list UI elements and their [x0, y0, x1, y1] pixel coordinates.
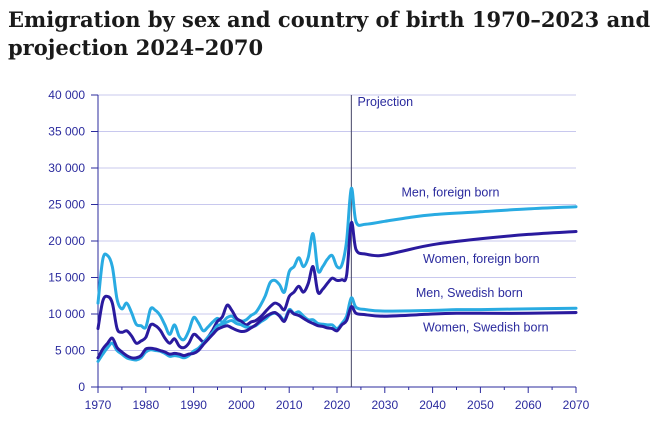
- x-tick-label: 2050: [467, 398, 494, 412]
- y-tick-label: 25 000: [48, 198, 85, 212]
- x-tick-label: 2020: [324, 398, 351, 412]
- chart-title: Emigration by sex and country of birth 1…: [8, 7, 651, 60]
- annotation-women-foreign-born: Women, foreign born: [423, 252, 540, 266]
- series-lines: [96, 186, 578, 363]
- x-axis-ticks: 1970 1980 1990 2000 2010 2020 2030 2040 2050 2060…: [85, 387, 590, 412]
- y-tick-label: 0: [78, 380, 85, 394]
- gridlines: [98, 94, 576, 351]
- x-tick-label: 2070: [563, 398, 590, 412]
- x-tick-label: 2000: [228, 398, 255, 412]
- y-tick-label: 20 000: [48, 234, 85, 248]
- y-tick-label: 15 000: [48, 271, 85, 285]
- x-tick-label: 1970: [85, 398, 112, 412]
- annotation-men-foreign-born: Men, foreign born: [402, 185, 500, 199]
- x-tick-label: 2040: [419, 398, 446, 412]
- y-tick-label: 30 000: [48, 161, 85, 175]
- series-line-men-foreign-born: [96, 186, 578, 342]
- axes: [97, 95, 576, 388]
- x-tick-label: 2010: [276, 398, 303, 412]
- series-line-women-swedish-born: [96, 305, 578, 360]
- x-tick-label: 1990: [180, 398, 207, 412]
- y-tick-label: 35 000: [48, 125, 85, 139]
- y-tick-label: 10 000: [48, 307, 85, 321]
- annotation-women-swedish-born: Women, Swedish born: [423, 321, 549, 335]
- x-tick-label: 1980: [132, 398, 159, 412]
- y-tick-label: 40 000: [48, 88, 85, 102]
- series-line-women-foreign-born: [96, 221, 578, 350]
- annotation-men-swedish-born: Men, Swedish born: [416, 286, 523, 300]
- x-tick-label: 2060: [515, 398, 542, 412]
- annotations: Projection Men, foreign born Women, foreig…: [358, 95, 549, 335]
- y-axis-ticks: 0 5 000 10 000 15 000 20 000 25 000 30 000 35 0…: [48, 88, 98, 394]
- annotation-projection: Projection: [358, 95, 414, 109]
- x-tick-label: 2030: [371, 398, 398, 412]
- y-tick-label: 5 000: [55, 344, 85, 358]
